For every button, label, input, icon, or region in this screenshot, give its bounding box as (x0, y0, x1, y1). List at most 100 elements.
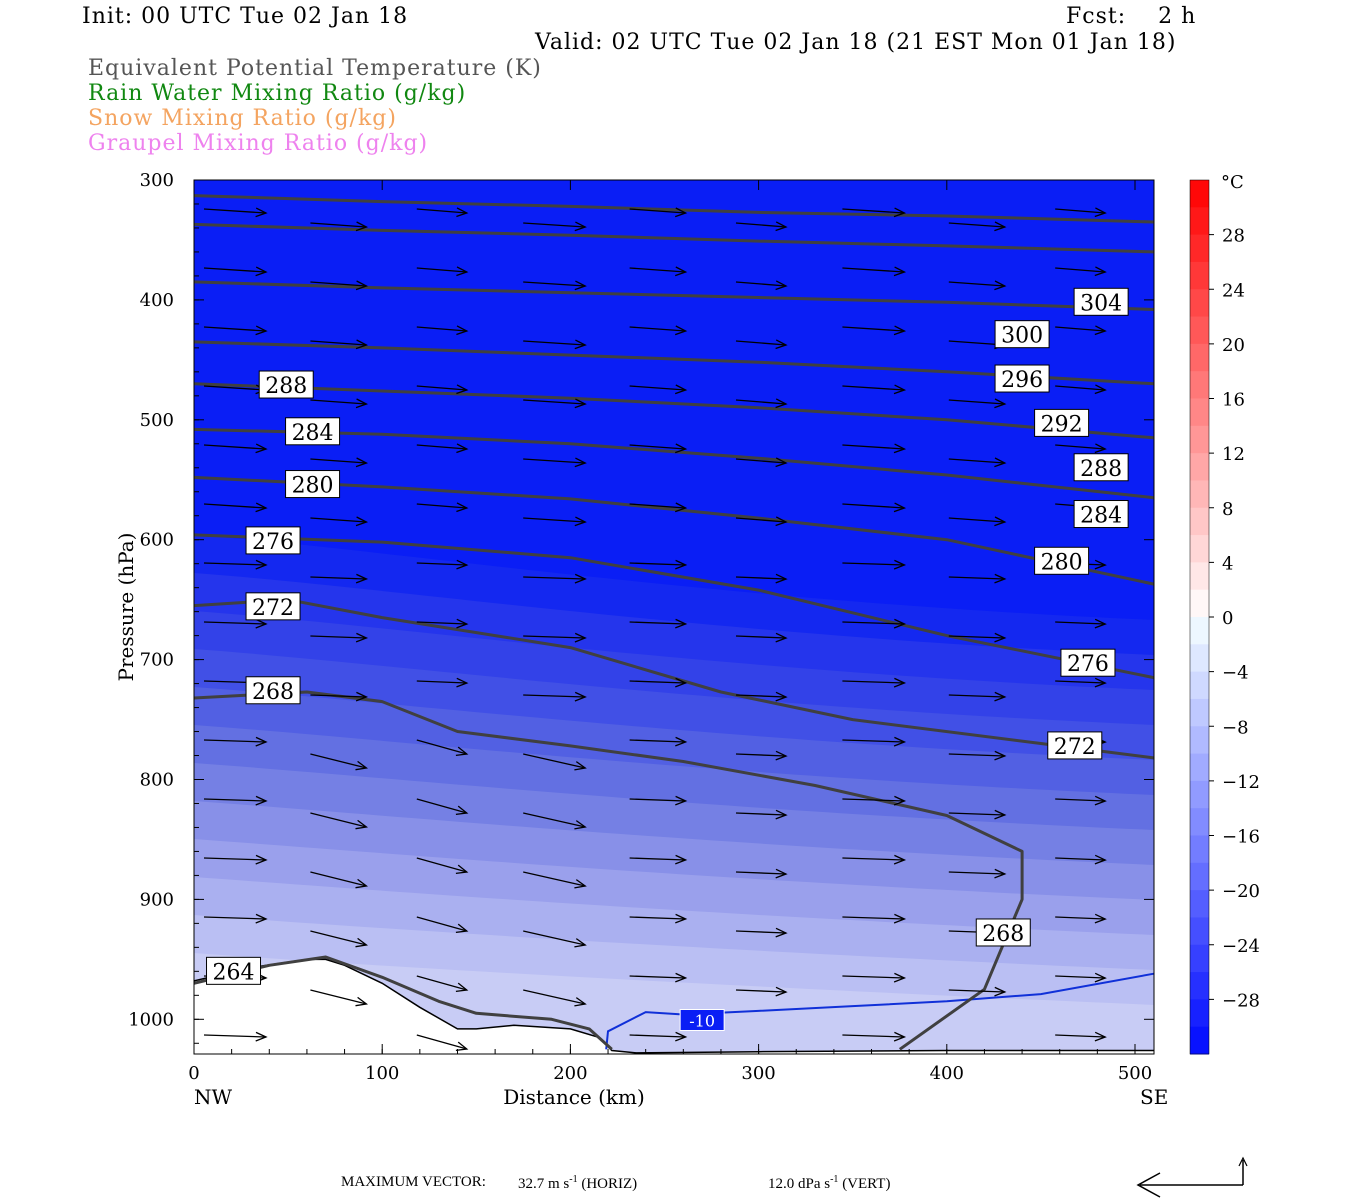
wind-vector (629, 559, 688, 570)
wind-head (775, 632, 788, 643)
wind-shaft (310, 340, 367, 346)
legend-entry: Rain Water Mixing Ratio (g/kg) (88, 81, 467, 106)
wind-head (994, 457, 1007, 468)
colorbar-tick-label: −16 (1222, 827, 1260, 848)
wind-head (893, 795, 907, 806)
wind-vector (416, 384, 469, 395)
wind-head (456, 502, 469, 513)
y-tick-label: 300 (140, 170, 174, 191)
horiz-unit: (HORIZ) (581, 1176, 638, 1192)
wind-head (893, 972, 907, 983)
wind-head (675, 972, 688, 983)
contour-label: 264 (206, 956, 262, 985)
theta-e-contour (194, 427, 1154, 500)
wind-shaft (629, 503, 686, 509)
wind-vector (842, 559, 907, 570)
wind-vector (1055, 443, 1107, 454)
wind-head (455, 746, 469, 757)
wind-shaft (948, 517, 1005, 523)
wind-vector (629, 736, 688, 747)
x-tick-label: 300 (741, 1063, 775, 1084)
wind-head (455, 923, 469, 934)
colorbar-tick-label: −4 (1222, 663, 1249, 684)
wind-head (994, 986, 1007, 997)
wind-shaft (629, 385, 686, 391)
wind-head (893, 913, 907, 924)
wind-vector (203, 913, 268, 924)
wind-shaft (842, 385, 905, 391)
wind-head (455, 1041, 469, 1052)
isotherm-minus10 (605, 972, 1154, 1050)
colorbar-tick-label: −12 (1222, 772, 1260, 793)
theta-e-contour (194, 955, 613, 1051)
wind-vector (629, 618, 688, 629)
wind-shaft (948, 399, 1005, 405)
theta-e-contour (194, 340, 1154, 386)
contour-label: 268 (245, 676, 301, 705)
wind-head (574, 573, 587, 584)
contour-label: 288 (258, 370, 314, 399)
wind-head (1094, 972, 1107, 983)
wind-shaft (948, 576, 1005, 580)
wind-vector (629, 913, 688, 924)
wind-head (675, 795, 688, 806)
contour-label-text: 264 (213, 960, 255, 985)
wind-head (574, 280, 587, 291)
wind-head (355, 937, 369, 948)
wind-vector (523, 221, 587, 232)
wind-shaft (1055, 1034, 1106, 1038)
wind-shaft (523, 812, 586, 828)
wind-head (455, 982, 469, 993)
wind-vector (735, 927, 788, 938)
wind-vector (310, 457, 369, 468)
wind-shaft (842, 1034, 905, 1038)
wind-vector (203, 443, 268, 454)
wind-head (775, 691, 788, 702)
contour-label: 284 (285, 417, 341, 446)
wind-shaft (629, 739, 686, 743)
wind-head (355, 691, 369, 702)
contour-label-box (1073, 287, 1129, 316)
wind-shaft (523, 576, 586, 580)
wind-head (893, 266, 907, 277)
colorbar-cell (1190, 890, 1209, 918)
wind-shaft (629, 916, 686, 920)
wind-vector (842, 618, 907, 629)
contour-label-text: 292 (1041, 412, 1083, 437)
colorbar-cell (1190, 261, 1209, 290)
wind-shaft (735, 635, 787, 639)
wind-head (255, 736, 268, 747)
colorbar-cell (1190, 425, 1209, 454)
contour-label: 292 (1034, 408, 1090, 437)
wind-vector (523, 398, 587, 409)
wind-vector (948, 691, 1007, 702)
valid-time: Valid: 02 UTC Tue 02 Jan 18 (21 EST Mon … (535, 30, 1177, 55)
wind-shaft (523, 694, 586, 698)
colorbar-cell (1190, 207, 1209, 236)
wind-head (456, 443, 469, 454)
contour-label-text: 280 (1041, 550, 1083, 575)
contour-label-box (206, 956, 262, 985)
colorbar-cell (1190, 589, 1209, 618)
wind-vector (629, 1031, 688, 1042)
wind-shaft (523, 930, 586, 946)
wind-vector (523, 753, 587, 771)
wind-head (775, 927, 788, 938)
contour-label: 280 (285, 470, 341, 499)
wind-vector (629, 502, 688, 513)
contour-label-box (285, 470, 341, 499)
colorbar-tick-label: −8 (1222, 717, 1249, 738)
wind-vector (948, 868, 1007, 879)
wind-shaft (735, 930, 787, 934)
wind-vector (842, 913, 907, 924)
wind-vector (948, 221, 1007, 232)
wind-shaft (416, 798, 467, 814)
wind-vector (1055, 854, 1107, 865)
colorbar-cell (1190, 671, 1209, 700)
wind-vector (842, 266, 907, 277)
wind-head (255, 207, 268, 218)
wind-shaft (203, 798, 267, 802)
wind-shaft (948, 458, 1005, 464)
wind-vector (203, 795, 268, 806)
wind-shaft (629, 621, 686, 625)
